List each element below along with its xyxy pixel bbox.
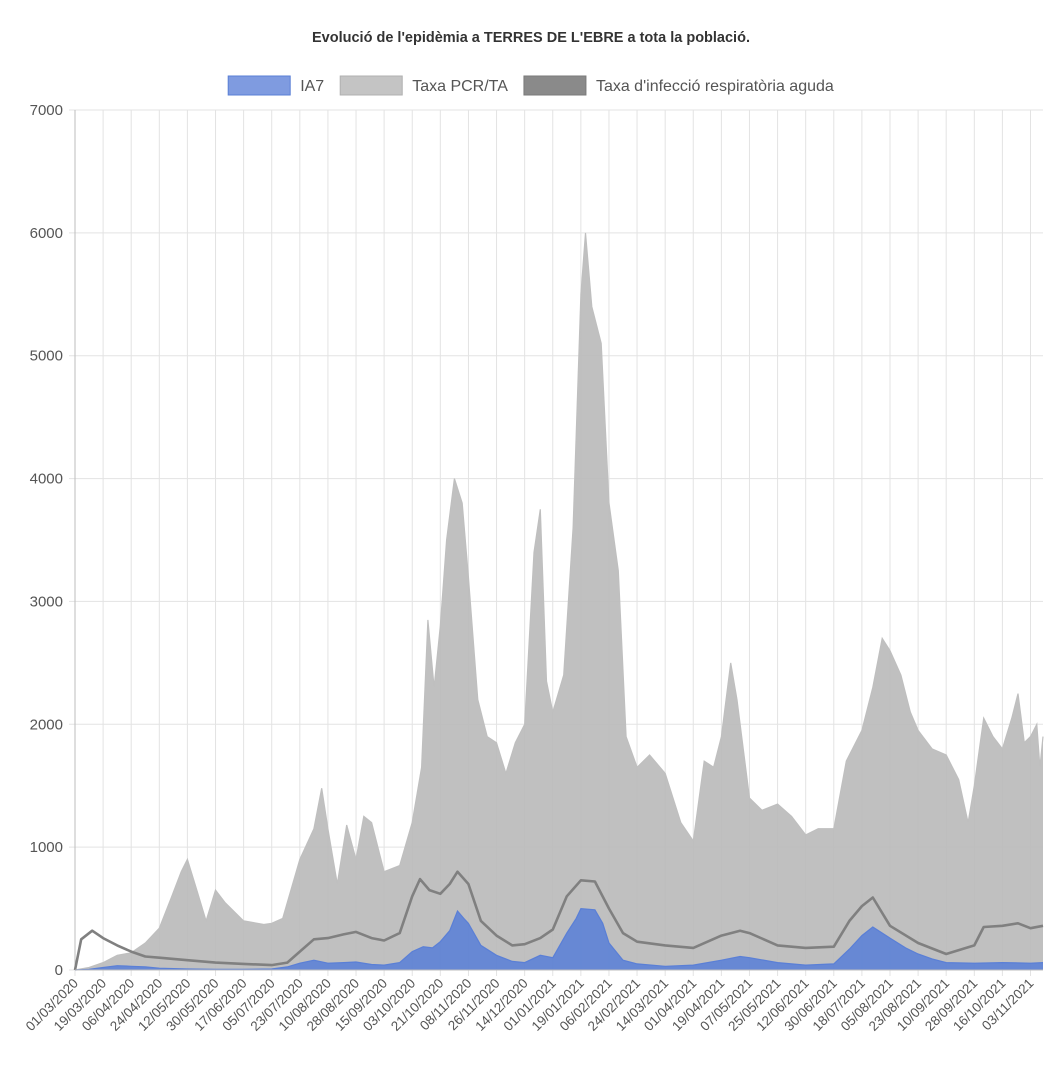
legend: IA7 Taxa PCR/TA Taxa d'infecció respiratòr… — [227, 75, 834, 96]
series-area-taxa-pcr-ta — [75, 232, 1043, 970]
legend-swatch — [523, 75, 587, 96]
y-tick-label: 7000 — [30, 102, 63, 119]
y-tick-label: 3000 — [30, 593, 63, 610]
y-tick-label: 4000 — [30, 471, 63, 488]
legend-item-taxa-pcr-ta[interactable]: Taxa PCR/TA — [339, 75, 508, 96]
series-edge-ia7 — [74, 907, 1044, 971]
chart-title: Evolució de l'epidèmia a TERRES DE L'EBR… — [312, 30, 750, 46]
y-tick-label: 6000 — [30, 225, 63, 242]
series-line-taxa-d-infecci-respirat-ria-aguda — [73, 870, 1044, 971]
legend-label: Taxa d'infecció respiratòria aguda — [596, 78, 834, 95]
series-edge-taxa-pcr-ta — [74, 232, 1044, 971]
y-tick-label: 2000 — [30, 716, 63, 733]
y-axis: 0 1000 2000 3000 4000 5000 6000 7000 — [30, 102, 76, 979]
y-tick-label: 0 — [55, 962, 63, 979]
plot-area — [73, 232, 1044, 971]
y-tick-label: 5000 — [30, 348, 63, 365]
legend-swatch — [339, 75, 403, 96]
series-area-ia7 — [75, 908, 1043, 970]
legend-swatch — [227, 75, 291, 96]
legend-item-ia7[interactable]: IA7 — [227, 75, 324, 96]
legend-label: Taxa PCR/TA — [412, 78, 508, 95]
x-axis: 01/03/202019/03/202006/04/202024/04/2020… — [23, 969, 1043, 1034]
y-tick-label: 1000 — [30, 839, 63, 856]
legend-label: IA7 — [300, 78, 324, 95]
legend-item-taxa-d-infecci-respirat-ria-aguda[interactable]: Taxa d'infecció respiratòria aguda — [523, 75, 834, 96]
